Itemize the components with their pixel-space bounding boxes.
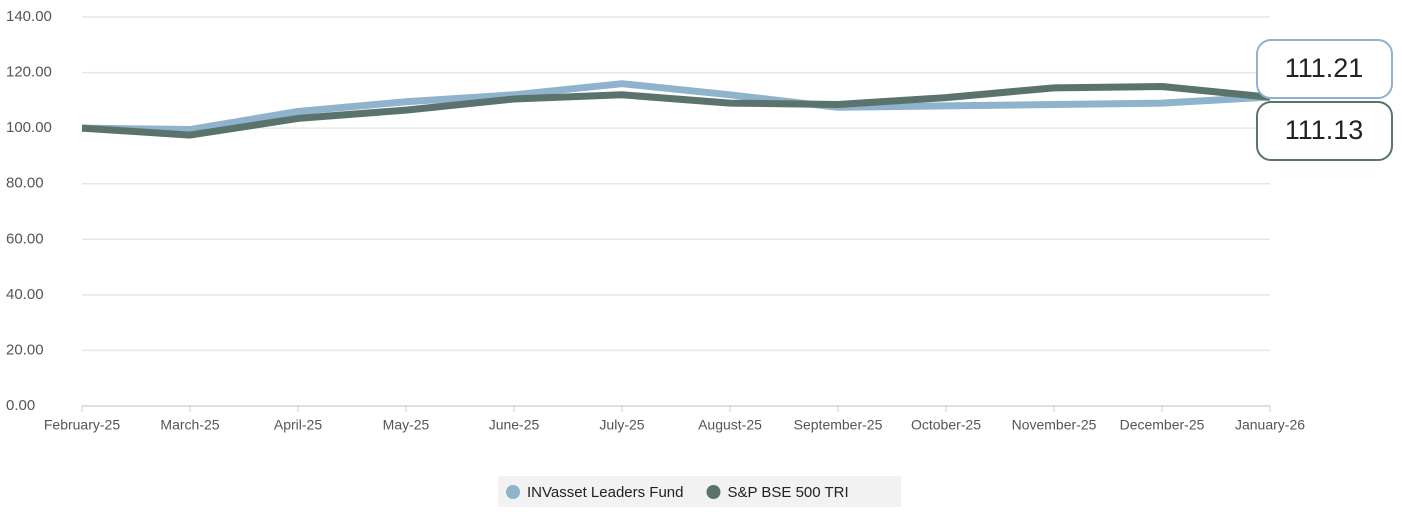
x-tick-label: January-26	[1235, 417, 1305, 433]
y-tick-label: 80.00	[6, 175, 44, 192]
x-tick-label: July-25	[599, 417, 644, 433]
legend-label: INVasset Leaders Fund	[527, 484, 683, 501]
x-tick-label: June-25	[489, 417, 540, 433]
x-tick-label: February-25	[44, 417, 120, 433]
x-tick-label: October-25	[911, 417, 981, 433]
x-tick-label: May-25	[383, 417, 430, 433]
y-tick-label: 140.00	[6, 8, 52, 25]
y-tick-label: 20.00	[6, 341, 44, 358]
x-tick-label: April-25	[274, 417, 322, 433]
x-tick-label: September-25	[794, 417, 883, 433]
legend-swatch	[706, 485, 721, 499]
legend-bg	[498, 476, 901, 507]
y-tick-label: 40.00	[6, 286, 44, 303]
value-label-box	[1256, 39, 1393, 99]
x-tick-label: November-25	[1012, 417, 1097, 433]
y-tick-label: 0.00	[6, 397, 35, 414]
series-line	[81, 82, 1271, 139]
value-label-box	[1256, 101, 1393, 161]
y-tick-label: 60.00	[6, 230, 44, 247]
x-tick-label: December-25	[1120, 417, 1205, 433]
value-label: 111.21	[1285, 53, 1364, 83]
legend-label: S&P BSE 500 TRI	[727, 484, 848, 501]
value-label: 111.13	[1285, 115, 1364, 145]
series-line	[81, 80, 1271, 134]
x-tick-label: March-25	[160, 417, 219, 433]
legend-swatch	[506, 485, 520, 499]
x-tick-label: August-25	[698, 417, 762, 433]
y-tick-label: 100.00	[6, 119, 52, 136]
y-tick-label: 120.00	[6, 64, 52, 81]
